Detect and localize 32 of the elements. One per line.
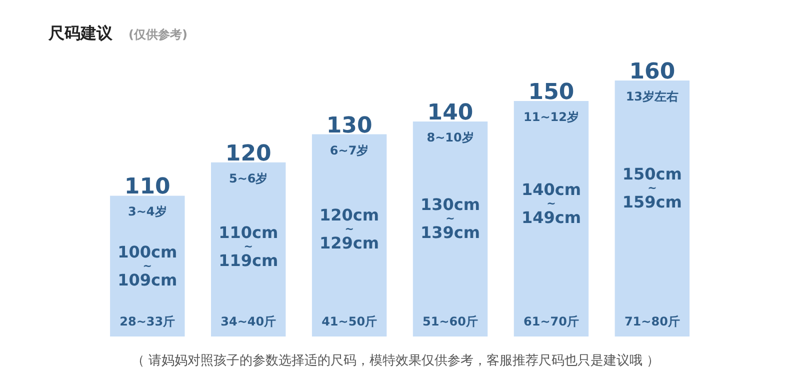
annotation: 11~12岁 [524, 110, 579, 124]
bar [614, 80, 690, 337]
x-tick-label: 140 [427, 100, 474, 126]
bar [312, 134, 387, 337]
annotation: 100cm ~ 109cm [118, 242, 178, 290]
annotation: 61~70斤 [524, 314, 579, 329]
chart-title: 尺码建议 [48, 24, 114, 42]
bar [514, 100, 589, 337]
annotation: 5~6岁 [228, 171, 268, 186]
annotation: 110cm ~ 119cm [218, 223, 278, 270]
x-tick-label: 130 [326, 113, 372, 138]
x-tick-label: 120 [225, 141, 272, 166]
annotation: 140cm ~ 149cm [521, 180, 582, 228]
annotation: 120cm ~ 129cm [320, 205, 380, 252]
annotation: 34~40斤 [220, 314, 276, 329]
annotation: 71~80斤 [624, 314, 680, 329]
bar [412, 121, 488, 337]
x-tick-label: 110 [124, 174, 170, 200]
annotation: 28~33斤 [120, 314, 176, 329]
x-tick-label: 150 [528, 80, 574, 105]
annotation: 13岁左右 [626, 90, 679, 104]
annotation: 51~60斤 [422, 314, 478, 329]
annotation: 130cm ~ 139cm [420, 195, 480, 242]
annotation: 3~4岁 [128, 204, 167, 219]
annotation: 41~50斤 [322, 314, 378, 329]
annotation: 150cm ~ 159cm [622, 164, 682, 212]
x-tick-label: 160 [629, 60, 676, 85]
bar [211, 162, 286, 337]
chart-subtitle: (仅供参考) [128, 28, 188, 42]
text: （ 请妈妈对照孩子的参数选择适的尺码，模特效果仅供参考，客服推荐尺码也只是建议哦 ） [131, 352, 660, 368]
annotation: 8~10岁 [426, 130, 474, 144]
annotation: 6~7岁 [330, 143, 369, 158]
